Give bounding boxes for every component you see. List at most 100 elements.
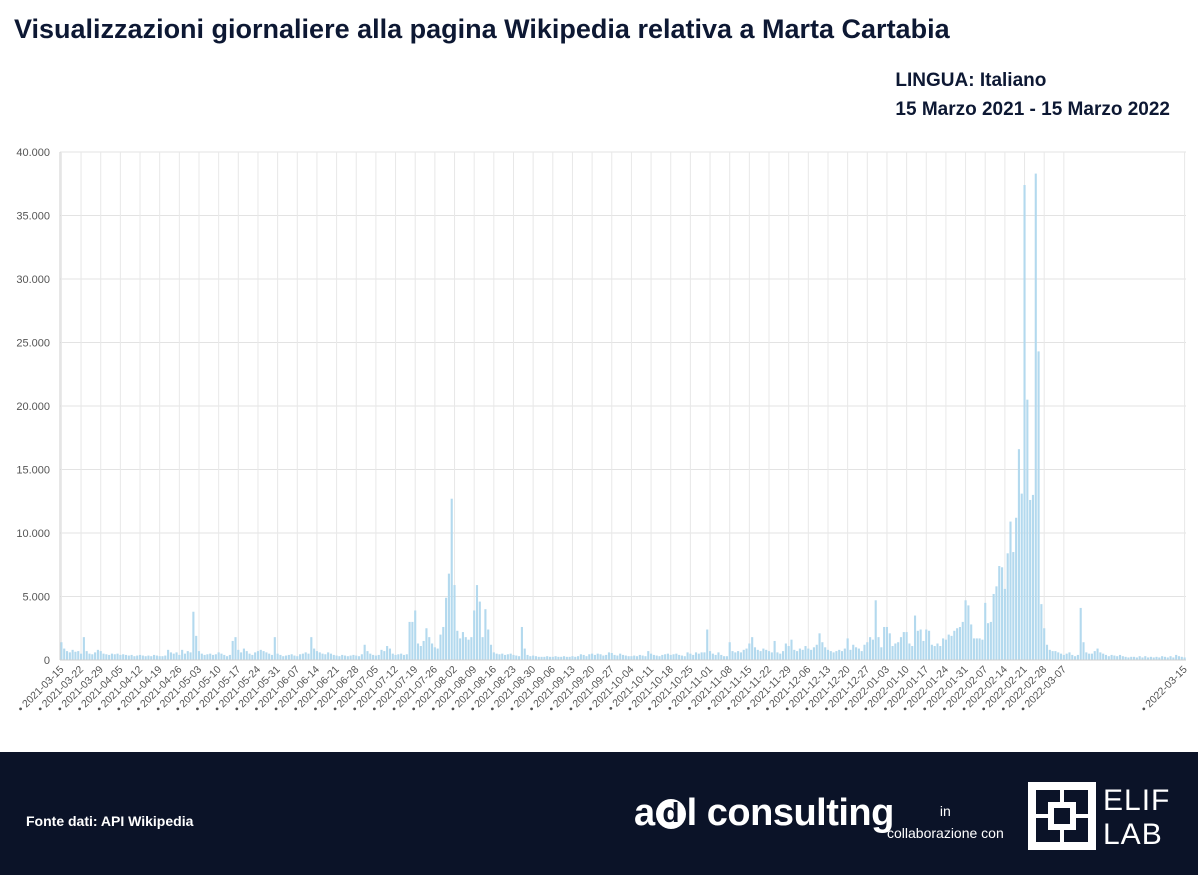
bar [318, 652, 321, 660]
bar [251, 654, 254, 660]
bar [739, 652, 742, 660]
bar [1012, 552, 1015, 660]
bar [484, 609, 487, 660]
bar [357, 656, 361, 660]
bar [416, 643, 420, 660]
bar [360, 654, 363, 660]
bar [523, 648, 526, 660]
bar [223, 654, 226, 660]
bar [450, 498, 453, 660]
bar [268, 653, 271, 660]
bar [102, 653, 105, 660]
bar [506, 654, 509, 660]
bar [478, 601, 481, 660]
bar [1031, 494, 1035, 660]
bar [335, 655, 338, 660]
bar [158, 656, 161, 660]
bar [560, 656, 563, 660]
bar [186, 651, 189, 660]
bar [1076, 654, 1079, 660]
bar [793, 649, 796, 660]
bar [1169, 656, 1172, 660]
bar [141, 655, 144, 660]
bar [1118, 654, 1122, 660]
chart-title: Visualizzazioni giornaliere alla pagina … [14, 14, 950, 44]
bar [293, 655, 296, 660]
bar [953, 630, 956, 660]
bar [91, 654, 94, 660]
bar [265, 652, 268, 660]
bar [899, 637, 903, 660]
bar [1096, 648, 1099, 660]
bar [770, 652, 773, 660]
bar [613, 654, 616, 660]
bar [565, 656, 568, 660]
bar [1104, 654, 1108, 660]
bar [419, 646, 422, 660]
bar [183, 653, 187, 660]
bar [548, 656, 552, 660]
bar [512, 654, 515, 660]
bar [136, 655, 139, 660]
bar [894, 643, 897, 660]
bar [436, 648, 439, 660]
bar [829, 651, 832, 660]
bar [1023, 185, 1026, 660]
bar [832, 652, 835, 660]
bar [1147, 657, 1150, 660]
bar [874, 600, 877, 660]
bar [765, 649, 768, 660]
bar [211, 654, 215, 660]
bar [798, 648, 801, 660]
bar [1051, 651, 1054, 660]
bar [1059, 653, 1063, 660]
bar [610, 653, 613, 660]
bar [164, 655, 167, 660]
bar [501, 653, 504, 660]
bar [1107, 656, 1110, 660]
collab-text: collaborazione con [887, 825, 1004, 841]
bar [824, 647, 827, 660]
bar [534, 656, 538, 660]
bar [304, 652, 307, 660]
bar [504, 654, 507, 660]
y-tick-label: 10.000 [16, 528, 50, 540]
bar [68, 652, 71, 660]
bar [209, 653, 212, 660]
bar [461, 632, 464, 660]
bar [787, 646, 790, 660]
bar [1040, 604, 1043, 660]
bar [1088, 653, 1091, 660]
bar [315, 651, 318, 660]
bar [916, 630, 919, 660]
bar [82, 637, 85, 660]
bar [414, 610, 417, 660]
bar [812, 647, 815, 660]
bar [717, 652, 720, 660]
bar [734, 652, 737, 660]
elif-lab-wordmark: ELIF LAB [1103, 784, 1170, 852]
bar [124, 654, 128, 660]
bar [301, 653, 304, 660]
bar [1152, 657, 1155, 660]
bar [214, 654, 217, 660]
bar [1006, 553, 1009, 660]
bar [981, 639, 984, 660]
bar [804, 646, 807, 660]
collaboration-label: in collaborazione con [887, 800, 1004, 844]
bar [327, 652, 330, 660]
bar [1155, 656, 1158, 660]
bar [284, 655, 288, 660]
bar [411, 621, 414, 660]
bar [779, 653, 782, 660]
bar [60, 642, 63, 660]
bar [815, 644, 818, 660]
bar [237, 649, 240, 660]
bar [1172, 657, 1175, 660]
bar [228, 654, 231, 660]
bar [313, 648, 316, 660]
bar [402, 654, 406, 660]
bar [554, 656, 557, 660]
bar [113, 654, 116, 660]
